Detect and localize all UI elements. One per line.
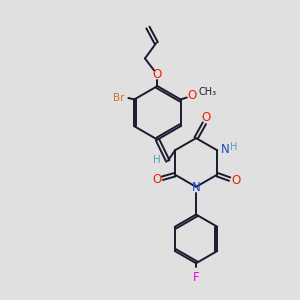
Text: O: O bbox=[187, 89, 196, 102]
Text: O: O bbox=[152, 173, 161, 186]
Text: H: H bbox=[230, 142, 237, 152]
Text: H: H bbox=[153, 154, 160, 164]
Text: F: F bbox=[193, 271, 200, 284]
Text: N: N bbox=[192, 181, 200, 194]
Text: O: O bbox=[153, 68, 162, 81]
Text: O: O bbox=[201, 111, 211, 124]
Text: CH₃: CH₃ bbox=[198, 87, 216, 97]
Text: O: O bbox=[231, 174, 240, 187]
Text: N: N bbox=[221, 143, 230, 156]
Text: Br: Br bbox=[113, 93, 124, 103]
